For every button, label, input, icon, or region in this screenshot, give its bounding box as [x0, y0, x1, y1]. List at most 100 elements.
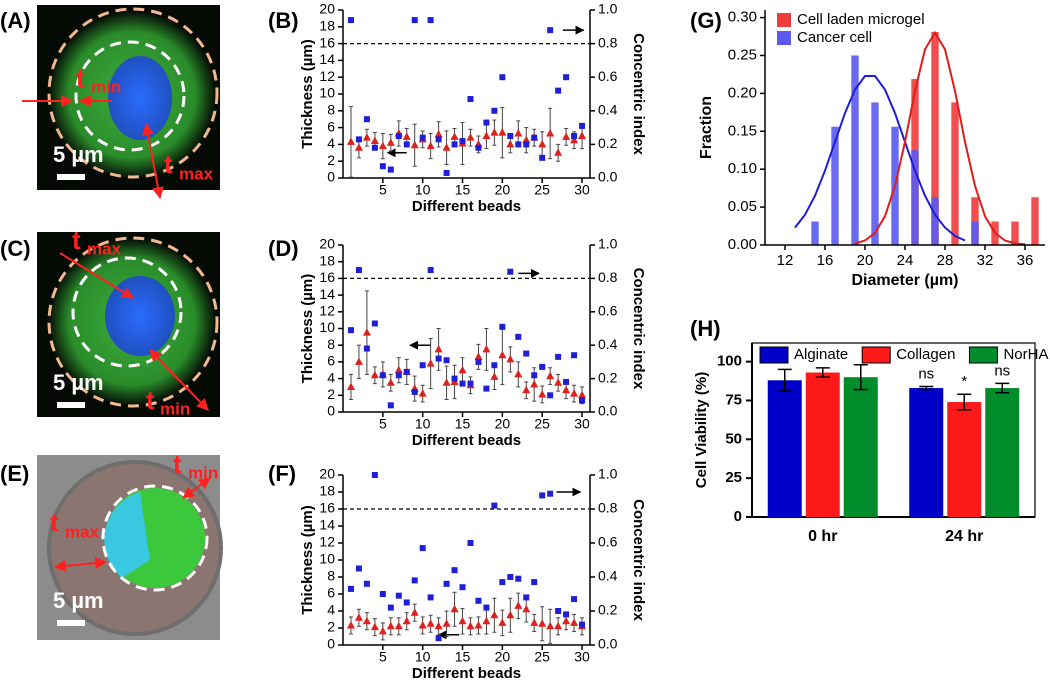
- error-bar: [919, 385, 934, 391]
- arrow: [182, 477, 211, 499]
- point: [435, 355, 442, 362]
- y-tick-label: 75: [725, 391, 742, 408]
- x-tick-label: 20: [495, 649, 511, 665]
- x-tick-label: 20: [857, 252, 874, 269]
- bar: [851, 55, 859, 245]
- point: [530, 618, 539, 626]
- y2-tick-label: 1.0: [598, 466, 618, 482]
- point: [483, 119, 490, 126]
- point: [562, 385, 571, 394]
- y2-axis-title: Concentric index: [630, 33, 647, 155]
- bar: [767, 380, 802, 517]
- x-tick-label: 28: [937, 252, 954, 269]
- x-tick-label: 0 hr: [808, 528, 837, 545]
- point: [467, 380, 474, 387]
- point: [426, 141, 435, 150]
- scale-bar: [57, 620, 85, 626]
- y-tick-label: 12: [319, 303, 335, 319]
- point: [482, 131, 491, 139]
- point: [442, 619, 451, 627]
- point: [355, 565, 362, 572]
- point: [515, 141, 522, 148]
- y-tick-label: 2: [327, 619, 335, 635]
- point: [547, 392, 554, 399]
- x-tick-label: 20: [495, 182, 511, 198]
- x-tick-label: 30: [574, 182, 590, 198]
- y2-tick-label: 0.8: [598, 34, 618, 50]
- arrow: [142, 122, 164, 200]
- point: [442, 378, 451, 386]
- y2-tick-label: 0.8: [598, 500, 618, 516]
- y-tick-label: 4: [327, 602, 335, 618]
- point: [498, 350, 507, 359]
- image-a: (A) t min t max 5 µm: [0, 5, 220, 200]
- point: [491, 107, 498, 114]
- point: [483, 385, 490, 392]
- y2-tick-label: 0.6: [598, 534, 618, 550]
- point: [474, 620, 483, 629]
- point: [451, 375, 458, 382]
- y-tick-label: 0.00: [728, 236, 757, 253]
- x-tick-label: 24 hr: [945, 528, 983, 545]
- bar: [843, 377, 878, 517]
- legend-label: Alginate: [794, 346, 848, 363]
- point: [347, 327, 354, 334]
- point: [498, 128, 507, 136]
- point: [451, 141, 458, 148]
- point: [547, 490, 554, 497]
- nucleus: [104, 492, 150, 578]
- y2-tick-label: 0.4: [598, 336, 618, 352]
- point: [418, 620, 427, 629]
- point: [378, 626, 387, 635]
- y-tick-label: 6: [327, 353, 335, 369]
- point: [523, 141, 530, 148]
- point: [482, 344, 491, 353]
- legend-label: Collagen: [896, 346, 955, 363]
- label-sub: min: [91, 77, 121, 96]
- point: [562, 132, 571, 140]
- point: [523, 350, 530, 357]
- point: [563, 378, 570, 385]
- point: [578, 390, 587, 399]
- label-sub: min: [188, 463, 218, 482]
- point: [571, 133, 578, 139]
- point: [531, 372, 538, 379]
- y-tick-label: 14: [319, 51, 335, 67]
- point: [402, 616, 411, 625]
- point: [403, 141, 410, 148]
- label-sub: max: [65, 522, 100, 541]
- point: [435, 136, 442, 143]
- point: [562, 616, 571, 625]
- point: [506, 610, 515, 619]
- x-tick-label: 5: [379, 649, 387, 665]
- point: [395, 592, 402, 599]
- y-tick-label: 20: [319, 236, 335, 252]
- chart: (H) 0 25 50 75 100 Cell Viability (%) 0 hr 24 hr…: [690, 316, 1048, 545]
- point: [371, 472, 378, 478]
- point: [570, 389, 579, 397]
- y-tick-label: 4: [327, 369, 335, 385]
- x-tick-label: 24: [897, 252, 914, 269]
- point: [579, 122, 586, 129]
- bar: [831, 126, 839, 245]
- point: [434, 621, 443, 630]
- point: [370, 622, 379, 631]
- error-bar: [957, 393, 972, 411]
- y-tick-label: 50: [725, 430, 742, 447]
- y-tick-label: 20: [319, 466, 335, 482]
- point: [531, 134, 538, 141]
- label-sub: max: [87, 239, 122, 258]
- point: [507, 133, 514, 139]
- legend-label: Cell laden microgel: [797, 11, 925, 28]
- y-tick-label: 6: [327, 118, 335, 134]
- point: [379, 591, 386, 597]
- point: [546, 128, 555, 137]
- point: [474, 352, 483, 360]
- point: [363, 580, 370, 587]
- point: [386, 378, 395, 386]
- point: [355, 136, 362, 143]
- y-tick-label: 0: [327, 169, 335, 185]
- arrow: [149, 349, 209, 411]
- bar: [931, 31, 939, 245]
- y2-tick-label: 0.0: [598, 403, 618, 419]
